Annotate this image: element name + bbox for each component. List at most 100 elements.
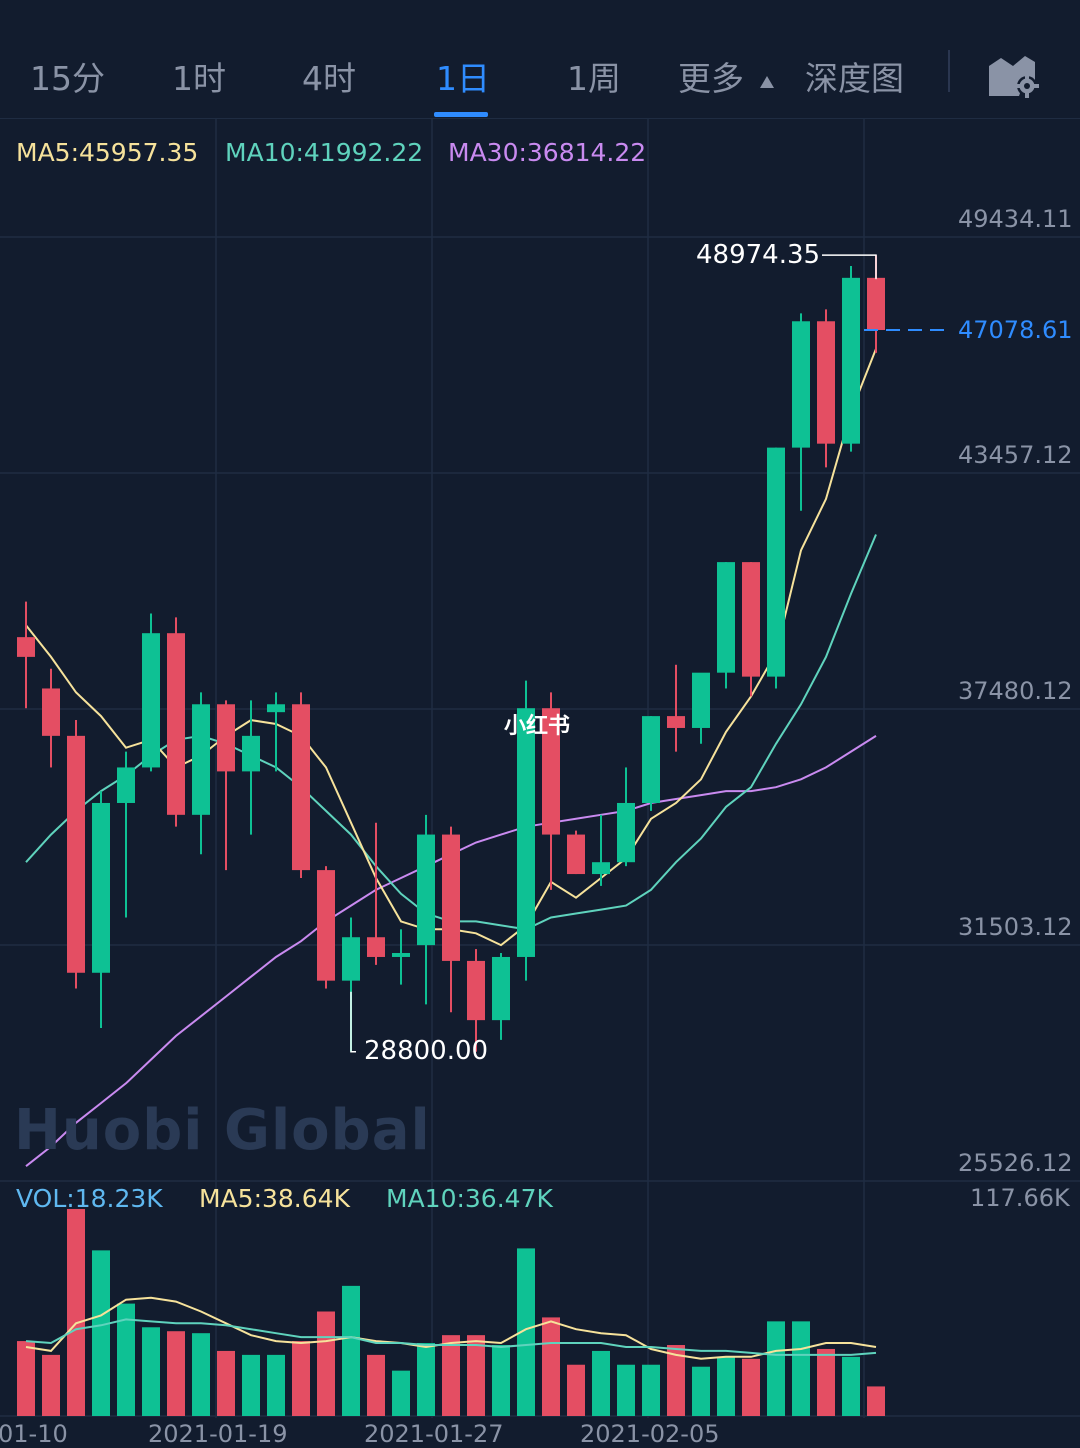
tab-depth-chart[interactable]: 深度图 [805, 59, 904, 98]
candle [417, 814, 435, 1005]
volume-bar [17, 1341, 35, 1416]
volume-bar [317, 1311, 335, 1416]
volume-ma10-indicator: MA10:36.47K [386, 1184, 553, 1213]
tab-15min[interactable]: 15分 [30, 59, 105, 98]
candle [442, 826, 460, 1013]
price-axis-label: 49434.11 [958, 205, 1073, 233]
volume-axis-max: 117.66K [970, 1184, 1070, 1212]
candle [392, 929, 410, 985]
candle-body [192, 704, 210, 815]
price-axis-label: 31503.12 [958, 913, 1073, 941]
candle-body [842, 277, 860, 444]
candle-body [642, 716, 660, 803]
candle-body [867, 277, 885, 331]
candle [542, 692, 560, 890]
candle [767, 447, 785, 689]
candle-body [392, 953, 410, 957]
low-price-pointer [350, 991, 356, 1053]
tab-more[interactable]: 更多 [678, 59, 744, 98]
candle [292, 692, 310, 878]
volume-bar [142, 1327, 160, 1416]
volume-bar [42, 1354, 60, 1416]
ma10-indicator: MA10:41992.22 [225, 138, 424, 167]
candle [467, 949, 485, 1052]
volume-bar [242, 1354, 260, 1416]
volume-bar [517, 1248, 535, 1416]
candle-body [467, 960, 485, 1021]
candle-body [367, 937, 385, 957]
candle-body [292, 704, 310, 871]
candle-body [117, 767, 135, 803]
candle [17, 601, 35, 709]
candle [617, 767, 635, 867]
candle-body [617, 802, 635, 863]
candle-body [417, 834, 435, 946]
candle [792, 313, 810, 511]
candle-body [142, 633, 160, 768]
volume-bar [842, 1356, 860, 1416]
xiaohongshu-watermark: 小红书 [504, 714, 571, 739]
candle [242, 700, 260, 835]
candle-body [567, 834, 585, 875]
tab-4hour[interactable]: 4时 [302, 59, 356, 98]
volume-bar [67, 1208, 85, 1416]
volume-bar [442, 1335, 460, 1416]
volume-bar [367, 1354, 385, 1416]
volume-ma-lines [25, 1296, 877, 1360]
candle-body [717, 562, 735, 673]
low-price-label: 28800.00 [364, 1036, 489, 1066]
high-price-label: 48974.35 [696, 240, 821, 270]
active-tab-indicator [434, 112, 488, 117]
volume-bar [792, 1321, 810, 1416]
tab-divider [948, 50, 950, 92]
candle-body [92, 802, 110, 973]
candle [317, 866, 335, 989]
volume-bar [417, 1343, 435, 1416]
tab-1day[interactable]: 1日 [436, 59, 490, 98]
candle [742, 562, 760, 697]
candle-body [792, 321, 810, 448]
price-axis-label: 25526.12 [958, 1149, 1073, 1177]
candle [567, 830, 585, 875]
candle-body [542, 708, 560, 835]
huobi-watermark: Huobi Global [14, 1098, 431, 1163]
candle [267, 692, 285, 772]
timeframe-tabs: 15分 1时 4时 1日 1周 更多 深度图 [0, 0, 1080, 119]
candles [17, 255, 885, 1052]
candlestick-chart[interactable] [0, 118, 1080, 1440]
more-dropdown-arrow-icon[interactable] [760, 76, 774, 88]
candle [517, 680, 535, 981]
candle-body [17, 637, 35, 657]
candle [842, 265, 860, 452]
volume-bar [492, 1345, 510, 1416]
volume-bar [267, 1354, 285, 1416]
date-label: 2021-02-05 [580, 1420, 720, 1448]
volume-bar [117, 1303, 135, 1416]
volume-ma5-indicator: MA5:38.64K [199, 1184, 350, 1213]
volume-bars [17, 1208, 885, 1416]
candle-body [217, 704, 235, 772]
candle-body [242, 735, 260, 772]
candle [42, 668, 60, 768]
candle-body [592, 862, 610, 875]
candle [592, 814, 610, 886]
chart-settings-icon[interactable] [985, 50, 1045, 100]
tab-1hour[interactable]: 1时 [172, 59, 226, 98]
candle-body [317, 870, 335, 981]
current-price-label: 47078.61 [958, 316, 1073, 344]
volume-bar [567, 1364, 585, 1416]
ma30-indicator: MA30:36814.22 [448, 138, 647, 167]
candle-body [42, 688, 60, 736]
volume-bar [467, 1335, 485, 1416]
volume-bar [717, 1356, 735, 1416]
candle [642, 716, 660, 811]
price-axis-label: 43457.12 [958, 441, 1073, 469]
high-price-pointer [822, 254, 877, 280]
candle-body [342, 937, 360, 981]
volume-bar [767, 1321, 785, 1416]
tab-1week[interactable]: 1周 [567, 59, 621, 98]
candle [192, 692, 210, 855]
date-label: 2021-01-27 [364, 1420, 504, 1448]
volume-bar [667, 1345, 685, 1416]
volume-bar [342, 1285, 360, 1416]
